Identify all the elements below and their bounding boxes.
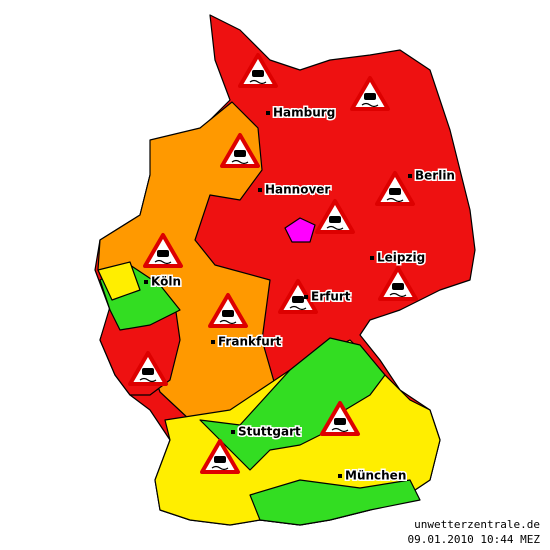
- city-label: Erfurt: [311, 290, 351, 304]
- warning-car: [157, 250, 169, 257]
- warning-skid: [231, 159, 249, 165]
- city-dot: [408, 174, 412, 178]
- city-dot: [370, 256, 374, 260]
- warning-skid: [331, 427, 349, 433]
- warning-skid: [211, 465, 229, 471]
- warning-car: [334, 418, 346, 425]
- watermark-site: unwetterzentrale.de: [414, 518, 540, 531]
- warning-skid: [249, 79, 267, 85]
- city-dot: [211, 340, 215, 344]
- warning-skid: [361, 102, 379, 108]
- regions: [94, 14, 476, 526]
- warning-skid: [389, 292, 407, 298]
- city-label: Frankfurt: [218, 335, 282, 349]
- region-green: [199, 337, 386, 471]
- warning-skid: [289, 305, 307, 311]
- city-dot: [338, 474, 342, 478]
- warning-car: [392, 283, 404, 290]
- warning-skid: [219, 319, 237, 325]
- region-green-south: [249, 479, 421, 526]
- city-label: Stuttgart: [238, 425, 301, 439]
- city-dot: [304, 295, 308, 299]
- city-dot: [144, 280, 148, 284]
- region-yellow-west: [97, 261, 141, 301]
- warning-car: [292, 296, 304, 303]
- warning-car: [329, 216, 341, 223]
- city-label: Leipzig: [377, 251, 425, 265]
- city-labels: Hamburg Hannover Berlin Leipzig Köln Erfurt Fr…: [144, 104, 456, 484]
- city-label: München: [345, 469, 406, 483]
- warning-car: [389, 188, 401, 195]
- warning-skid: [139, 377, 157, 383]
- warning-icons: [128, 53, 418, 474]
- city-label: Hannover: [265, 183, 330, 197]
- warning-car: [214, 456, 226, 463]
- city-dot: [231, 430, 235, 434]
- city-label: Hamburg: [273, 106, 335, 120]
- city-dot: [266, 111, 270, 115]
- warning-car: [142, 368, 154, 375]
- region-magenta: [284, 217, 316, 243]
- warning-skid: [326, 225, 344, 231]
- warning-car: [252, 70, 264, 77]
- city-label: Köln: [151, 275, 181, 289]
- city-dot: [258, 188, 262, 192]
- warning-skid: [386, 197, 404, 203]
- warning-car: [364, 93, 376, 100]
- warning-car: [222, 310, 234, 317]
- warning-skid: [154, 259, 172, 265]
- warning-car: [234, 150, 246, 157]
- watermark-timestamp: 09.01.2010 10:44 MEZ: [408, 533, 541, 546]
- city-label: Berlin: [415, 169, 455, 183]
